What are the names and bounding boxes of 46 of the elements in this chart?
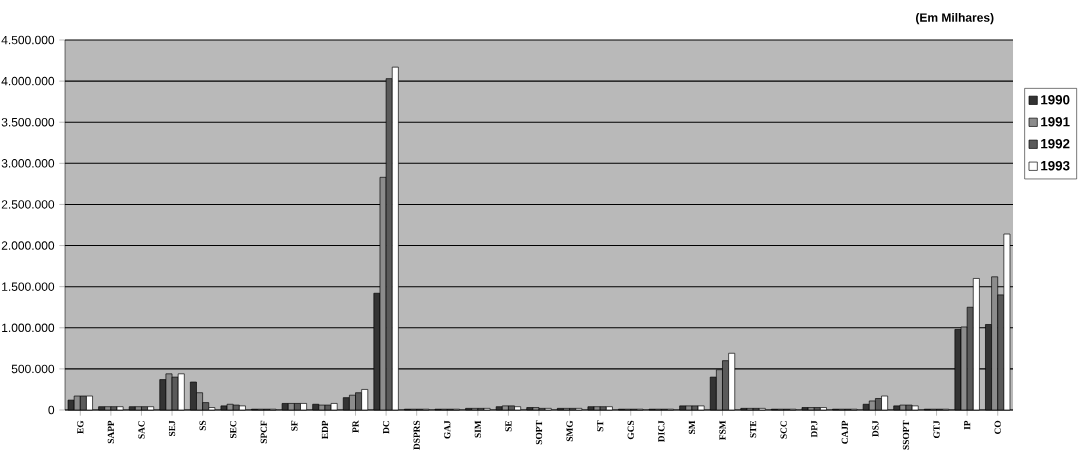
y-tick-label: 4.000.000: [1, 76, 55, 86]
x-tick-label: DSPRS: [413, 420, 420, 450]
x-tick-label: CO: [994, 420, 1001, 434]
x-tick-label: GCS: [627, 420, 634, 440]
x-tick-label: SPCF: [260, 420, 267, 444]
x-tick-label: STE: [749, 420, 757, 438]
text: (Em Milhares): [916, 13, 994, 25]
x-tick-label: PR: [352, 420, 359, 433]
x-tick-label: SM: [688, 420, 696, 434]
x-tick-label: IP: [964, 420, 971, 430]
x-tick-label: SMG: [566, 420, 573, 442]
y-tick-label: 2.000.000: [1, 241, 55, 250]
x-tick-label: ST: [597, 420, 604, 432]
x-tick-label: EDP: [321, 420, 329, 439]
y-tick-label: 1.000.000: [2, 323, 55, 333]
x-tick-label: SIM: [474, 420, 481, 438]
y-tick-label: 3.500.000: [1, 117, 55, 127]
x-tick-label: CAJP: [841, 420, 848, 444]
x-tick-label: SAPP: [107, 420, 114, 444]
x-tick-label: SSOPT: [902, 420, 910, 450]
x-tick-label: SS: [199, 420, 206, 431]
y-tick-label: 0: [48, 405, 55, 415]
x-tick-label: DSJ: [872, 420, 879, 437]
y-tick-label: 500.000: [11, 364, 55, 374]
x-tick-label: SAC: [138, 421, 145, 439]
y-tick-label: 1.500.000: [2, 282, 55, 291]
x-tick-label: SOPT: [535, 420, 543, 445]
legend-label: 1990: [1041, 95, 1070, 105]
x-tick-label: FSM: [719, 420, 726, 440]
x-tick-label: SCC: [780, 421, 787, 439]
y-tick-label: 3.000.000: [1, 159, 55, 168]
y-tick-label: 2.500.000: [1, 200, 55, 209]
y-tick-label: 4.500.000: [1, 35, 55, 45]
x-tick-label: SE: [505, 420, 512, 432]
x-tick-label: DC: [382, 421, 390, 434]
legend-label: 1991: [1041, 117, 1070, 127]
x-tick-label: GTJ: [933, 420, 940, 439]
x-tick-label: DICJ: [658, 420, 665, 443]
legend-label: 1992: [1041, 139, 1070, 149]
x-tick-label: DPJ: [811, 420, 818, 438]
x-tick-label: SEJ: [168, 420, 176, 436]
x-tick-label: SEC: [230, 421, 237, 439]
x-tick-label: GAJ: [444, 420, 451, 439]
legend-label: 1993: [1041, 160, 1070, 171]
x-tick-label: SF: [291, 420, 298, 431]
x-tick-label: EG: [77, 420, 84, 434]
